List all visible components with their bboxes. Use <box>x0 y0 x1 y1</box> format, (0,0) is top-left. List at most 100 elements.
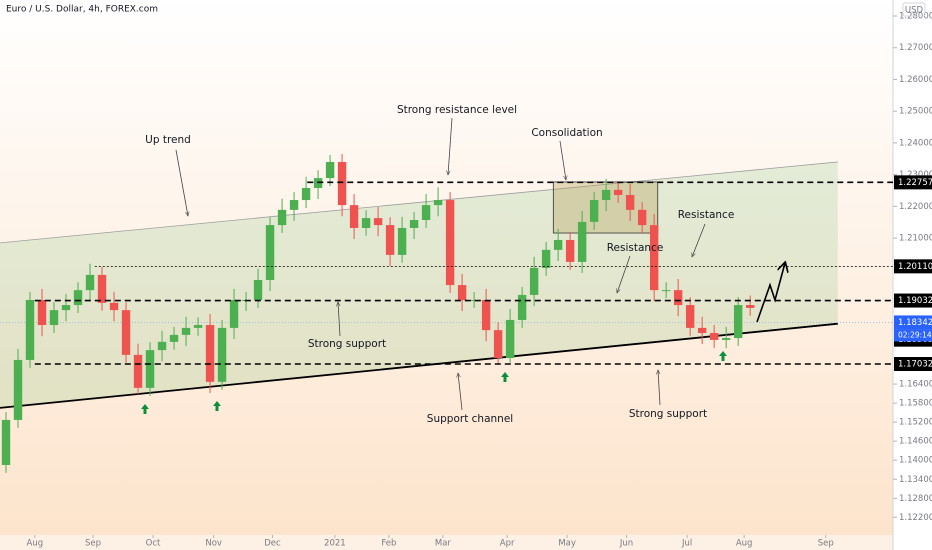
annotation: Up trend <box>145 134 191 146</box>
y-tick-label: 1.15200 <box>899 418 932 428</box>
arrow <box>617 255 631 293</box>
candle-body <box>361 218 371 228</box>
candle-body <box>277 209 287 226</box>
x-tick-label: Aug <box>736 539 753 549</box>
candle-body <box>13 359 23 420</box>
x-tick-label: Dec <box>264 539 281 549</box>
candle-body <box>37 299 47 326</box>
price-tag-label: 1.22757 <box>898 178 932 188</box>
candle-body <box>613 189 623 195</box>
y-tick-label: 1.15800 <box>899 399 932 409</box>
candle-body <box>421 205 431 221</box>
y-tick-label: 1.13400 <box>899 475 932 485</box>
x-tick-label: Apr <box>500 539 515 549</box>
arrow <box>338 302 340 337</box>
arrow <box>448 117 453 175</box>
candle-body <box>637 209 647 226</box>
x-tick-label: Sep <box>85 539 101 549</box>
up-marker <box>719 351 727 361</box>
x-tick-label: Mar <box>435 539 452 549</box>
candle-body <box>517 294 527 320</box>
projection-path <box>756 263 785 323</box>
candle-body <box>373 218 383 226</box>
arrows <box>141 117 785 414</box>
chart-title: Euro / U.S. Dollar, 4h, FOREX.com <box>6 5 158 15</box>
candle-body <box>73 290 83 306</box>
y-tick-label: 1.16400 <box>899 380 932 390</box>
currency: USD <box>905 6 924 16</box>
candle-body <box>409 220 419 228</box>
candle-body <box>709 332 719 340</box>
candle-body <box>529 267 539 295</box>
candle-body <box>145 350 155 388</box>
candle-body <box>469 299 479 301</box>
candle-body <box>265 225 275 280</box>
candle-body <box>445 200 455 286</box>
arrow <box>658 370 660 406</box>
up-marker <box>141 404 149 414</box>
candle-body <box>589 200 599 222</box>
up-marker <box>213 401 221 411</box>
candle-body <box>121 310 131 355</box>
candle-body <box>205 325 215 382</box>
y-tick-label: 1.24000 <box>899 138 932 148</box>
upper-channel-line <box>0 161 838 244</box>
annotation: Support channel <box>427 413 513 425</box>
arrow <box>692 223 706 257</box>
candle-body <box>661 290 671 292</box>
x-tick-label: May <box>558 539 576 549</box>
y-tick-label: 1.27000 <box>899 43 932 53</box>
arrow <box>458 373 463 411</box>
y-tick-label: 1.12200 <box>899 513 932 523</box>
candle-body <box>325 161 335 179</box>
x-tick-label: Jul <box>681 539 692 549</box>
candle-body <box>541 249 551 268</box>
candle-body <box>217 327 227 382</box>
candle-body <box>397 227 407 255</box>
candle-body <box>577 221 587 262</box>
candle-body <box>25 299 35 360</box>
arrow <box>175 149 188 216</box>
candle-body <box>1 419 11 465</box>
candle-body <box>349 205 359 228</box>
candle-body <box>745 305 755 308</box>
candle-body <box>97 274 107 303</box>
candle-body <box>337 161 347 206</box>
time-axis <box>0 535 893 550</box>
annotation: Strong support <box>629 408 707 420</box>
price-tag-label: 1.17032 <box>898 360 932 370</box>
x-tick-label: Sep <box>818 539 834 549</box>
candle-body <box>649 225 659 291</box>
candle-body <box>601 189 611 201</box>
support-markers <box>141 351 727 414</box>
candle-body <box>229 299 239 328</box>
candle-body <box>505 319 515 359</box>
candle-body <box>85 274 95 291</box>
y-tick-label: 1.21000 <box>899 234 932 244</box>
candle-body <box>109 302 119 311</box>
candle-body <box>721 338 731 340</box>
candle-body <box>553 240 563 250</box>
y-tick-label: 1.12800 <box>899 494 932 504</box>
y-tick-label: 1.25000 <box>899 107 932 117</box>
y-tick-label: 1.23000 <box>899 170 932 180</box>
annotation: Resistance <box>607 242 664 254</box>
x-tick-label: 2021 <box>324 539 346 549</box>
candle-body <box>565 240 575 262</box>
x-tick-label: Nov <box>205 539 222 549</box>
price-tag-label: 1.18342 <box>898 318 932 328</box>
arrow <box>559 140 566 180</box>
candle-body <box>493 330 503 359</box>
candle-body <box>697 327 707 333</box>
annotation: Strong support <box>308 338 386 350</box>
y-tick-label: 1.26000 <box>899 75 932 85</box>
candle-body <box>433 200 443 206</box>
candle-body <box>673 290 683 306</box>
candle-body <box>181 327 191 335</box>
price-tag <box>894 293 932 308</box>
candle-body <box>157 341 167 351</box>
currency-box <box>902 2 926 17</box>
candle-body <box>385 225 395 255</box>
candle-body <box>253 279 263 300</box>
